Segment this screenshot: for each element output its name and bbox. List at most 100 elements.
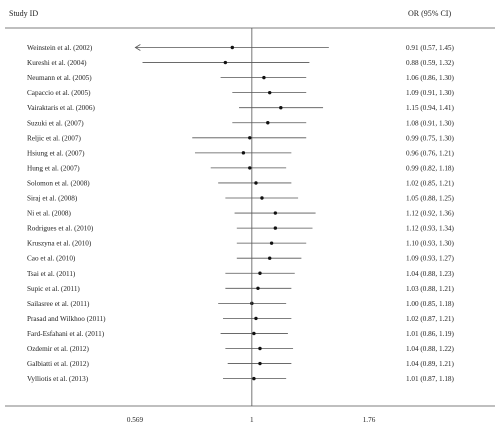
- point-estimate: [252, 331, 256, 336]
- study-row: Ni et al. (2008) 1.12 (0.92, 1.36): [27, 210, 455, 218]
- or-ci-value: 1.12 (0.93, 1.34): [406, 225, 455, 233]
- study-row: Rodrigues et al. (2010) 1.12 (0.93, 1.34): [27, 225, 455, 233]
- study-label: Weinstein et al. (2002): [27, 44, 93, 52]
- study-row: Hsiung et al. (2007) 0.96 (0.76, 1.21): [27, 149, 455, 157]
- point-estimate: [262, 75, 266, 80]
- or-ci-value: 1.02 (0.87, 1.21): [406, 315, 455, 323]
- point-estimate: [260, 196, 264, 200]
- point-estimate: [252, 376, 256, 381]
- or-ci-value: 1.04 (0.88, 1.23): [406, 270, 455, 278]
- study-label: Tsai et al. (2011): [27, 270, 76, 278]
- study-row: Cao et al. (2010) 1.09 (0.93, 1.27): [27, 255, 455, 263]
- point-estimate: [248, 136, 252, 140]
- study-row: Siraj et al. (2008) 1.05 (0.88, 1.25): [27, 195, 455, 203]
- study-label: Fard-Esfahani et al. (2011): [27, 330, 105, 338]
- or-ci-value: 1.02 (0.85, 1.21): [406, 179, 455, 187]
- or-ci-header: OR (95% CI): [408, 9, 451, 18]
- study-label: Kureshi et al. (2004): [27, 59, 87, 67]
- study-row: Fard-Esfahani et al. (2011) 1.01 (0.86, 1…: [27, 330, 455, 338]
- study-row: Weinstein et al. (2002) 0.91 (0.57, 1.45): [27, 44, 455, 52]
- study-label: Kruszyna et al. (2010): [27, 240, 92, 248]
- study-row: Reljic et al. (2007) 0.99 (0.75, 1.30): [27, 134, 455, 142]
- x-tick-label: 0.569: [127, 416, 144, 424]
- study-label: Siraj et al. (2008): [27, 195, 78, 203]
- study-label: Hsiung et al. (2007): [27, 149, 85, 157]
- study-label: Galbiatti et al. (2012): [27, 360, 89, 368]
- study-label: Capaccio et al. (2005): [27, 89, 91, 97]
- point-estimate: [273, 211, 278, 215]
- study-label: Hung et al. (2007): [27, 164, 80, 172]
- study-label: Ni et al. (2008): [27, 210, 72, 218]
- or-ci-value: 1.06 (0.86, 1.30): [406, 74, 455, 82]
- study-row: Vairaktaris et al. (2006) 1.15 (0.94, 1.4…: [27, 104, 455, 112]
- x-axis: 0.569 1 1.76: [5, 405, 495, 424]
- or-ci-value: 1.08 (0.91, 1.30): [406, 119, 455, 127]
- or-ci-value: 1.01 (0.86, 1.19): [406, 330, 455, 338]
- study-label: Sailasree et al. (2011): [27, 300, 90, 308]
- point-estimate: [268, 256, 272, 260]
- study-row: Supic et al. (2011) 1.03 (0.88, 1.21): [27, 285, 455, 293]
- or-ci-value: 1.04 (0.89, 1.21): [406, 360, 455, 368]
- point-estimate: [223, 60, 228, 65]
- point-estimate: [258, 361, 262, 366]
- or-ci-value: 1.12 (0.92, 1.36): [406, 210, 455, 218]
- or-ci-value: 1.00 (0.85, 1.18): [406, 300, 455, 308]
- x-tick-label: 1.76: [363, 416, 376, 424]
- study-row: Solomon et al. (2008) 1.02 (0.85, 1.21): [27, 179, 455, 187]
- ci-arrow: [134, 44, 141, 51]
- point-estimate: [269, 241, 274, 245]
- study-row: Vylliotis et al. (2013) 1.01 (0.87, 1.18): [27, 375, 455, 383]
- point-estimate: [266, 121, 270, 125]
- point-estimate: [273, 226, 278, 230]
- or-ci-value: 1.04 (0.88, 1.22): [406, 345, 455, 353]
- study-label: Vylliotis et al. (2013): [27, 375, 89, 383]
- or-ci-value: 1.03 (0.88, 1.21): [406, 285, 455, 293]
- or-ci-value: 1.05 (0.88, 1.25): [406, 195, 455, 203]
- point-estimate: [258, 271, 262, 275]
- point-estimate: [254, 316, 258, 321]
- point-estimate: [268, 90, 272, 95]
- study-label: Vairaktaris et al. (2006): [27, 104, 95, 112]
- study-row: Galbiatti et al. (2012) 1.04 (0.89, 1.21): [27, 360, 455, 368]
- study-row: Hung et al. (2007) 0.99 (0.82, 1.18): [27, 164, 455, 172]
- or-ci-value: 1.01 (0.87, 1.18): [406, 375, 455, 383]
- or-ci-value: 0.91 (0.57, 1.45): [406, 44, 455, 52]
- study-row: Suzuki et al. (2007) 1.08 (0.91, 1.30): [27, 119, 455, 127]
- study-label: Rodrigues et al. (2010): [27, 225, 94, 233]
- study-row: Prasad and Wilkhoo (2011) 1.02 (0.87, 1.2…: [27, 315, 455, 323]
- study-label: Ozdemir et al. (2012): [27, 345, 89, 353]
- or-ci-value: 1.09 (0.91, 1.30): [406, 89, 455, 97]
- study-row: Sailasree et al. (2011) 1.00 (0.85, 1.18): [27, 300, 455, 308]
- study-row: Neumann et al. (2005) 1.06 (0.86, 1.30): [27, 74, 455, 82]
- study-row: Kruszyna et al. (2010) 1.10 (0.93, 1.30): [27, 240, 455, 248]
- study-label: Supic et al. (2011): [27, 285, 80, 293]
- or-ci-value: 0.88 (0.59, 1.32): [406, 59, 455, 67]
- study-id-header: Study ID: [9, 9, 38, 18]
- study-row: Capaccio et al. (2005) 1.09 (0.91, 1.30): [27, 89, 455, 97]
- study-label: Prasad and Wilkhoo (2011): [27, 315, 106, 323]
- or-ci-value: 1.10 (0.93, 1.30): [406, 240, 455, 248]
- study-label: Solomon et al. (2008): [27, 179, 90, 187]
- x-tick-label: 1: [250, 416, 254, 424]
- study-label: Suzuki et al. (2007): [27, 119, 84, 127]
- point-estimate: [279, 106, 283, 110]
- or-ci-value: 0.99 (0.82, 1.18): [406, 164, 455, 172]
- or-ci-value: 0.99 (0.75, 1.30): [406, 134, 455, 142]
- study-label: Neumann et al. (2005): [27, 74, 92, 82]
- study-rows: Weinstein et al. (2002) 0.91 (0.57, 1.45)…: [27, 44, 455, 383]
- or-ci-value: 0.96 (0.76, 1.21): [406, 149, 455, 157]
- point-estimate: [258, 346, 262, 351]
- or-ci-value: 1.09 (0.93, 1.27): [406, 255, 455, 263]
- point-estimate: [256, 286, 260, 290]
- point-estimate: [254, 181, 258, 185]
- or-ci-value: 1.15 (0.94, 1.41): [406, 104, 455, 112]
- point-estimate: [248, 166, 252, 170]
- study-label: Reljic et al. (2007): [27, 134, 81, 142]
- study-row: Ozdemir et al. (2012) 1.04 (0.88, 1.22): [27, 345, 455, 353]
- study-row: Tsai et al. (2011) 1.04 (0.88, 1.23): [27, 270, 455, 278]
- point-estimate: [241, 151, 246, 155]
- point-estimate: [230, 45, 235, 50]
- study-row: Kureshi et al. (2004) 0.88 (0.59, 1.32): [27, 59, 455, 67]
